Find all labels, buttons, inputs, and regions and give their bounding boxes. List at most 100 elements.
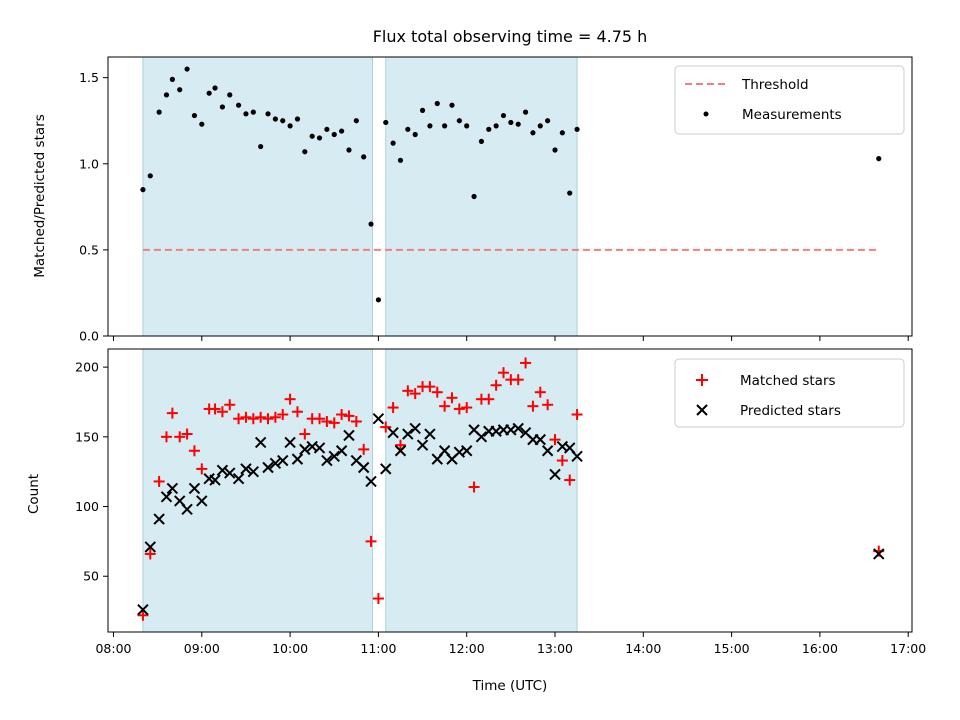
matched-star-point bbox=[144, 548, 156, 560]
x-tick-label: 10:00 bbox=[272, 641, 308, 656]
predicted-star-point bbox=[299, 443, 311, 456]
top-y-axis-label: Matched/Predicted stars bbox=[32, 114, 48, 277]
matched-star-point bbox=[497, 367, 509, 379]
predicted-star-point bbox=[365, 475, 377, 488]
bottom-legend-box bbox=[674, 358, 905, 428]
matched-star-point bbox=[209, 403, 221, 415]
predicted-star-point bbox=[534, 433, 546, 446]
measurement-point bbox=[156, 109, 162, 115]
matched-star-point bbox=[284, 393, 296, 405]
predicted-star-point bbox=[335, 445, 348, 457]
threshold-legend-label: Threshold bbox=[741, 77, 809, 93]
predicted-stars-series bbox=[137, 412, 885, 616]
predicted-star-point bbox=[541, 445, 554, 457]
top-y-tick-label: 0.0 bbox=[79, 329, 99, 344]
matched-star-point bbox=[299, 428, 311, 440]
predicted-star-point bbox=[291, 453, 304, 465]
predicted-star-point bbox=[394, 445, 407, 457]
measurement-point bbox=[478, 138, 485, 144]
top-y-tick-label: 1.0 bbox=[79, 156, 99, 171]
measurement-point bbox=[243, 111, 249, 117]
measurement-point bbox=[412, 131, 418, 138]
measurement-point bbox=[383, 119, 389, 126]
predicted-star-point bbox=[254, 436, 267, 449]
matched-star-point bbox=[233, 413, 245, 425]
x-tick-label: 09:00 bbox=[184, 641, 220, 656]
measurement-point bbox=[280, 118, 286, 124]
predicted-star-point bbox=[549, 468, 561, 481]
matched-star-point bbox=[520, 357, 532, 369]
predicted-star-point bbox=[247, 465, 260, 478]
x-tick-label: 15:00 bbox=[714, 641, 750, 656]
measurement-point bbox=[574, 126, 580, 132]
matched-star-point bbox=[409, 388, 421, 400]
predicted-star-point bbox=[460, 445, 473, 457]
measurement-point bbox=[177, 87, 183, 93]
predicted-star-point bbox=[409, 422, 421, 435]
predicted-star-point bbox=[216, 464, 229, 476]
x-tick-label: 17:00 bbox=[890, 641, 926, 656]
predicted-star-point bbox=[160, 491, 173, 503]
predicted-star-point bbox=[321, 454, 333, 467]
top-axes-frame bbox=[107, 56, 913, 337]
matched-star-point bbox=[527, 400, 539, 412]
measurement-point bbox=[163, 92, 170, 98]
matched-star-point bbox=[556, 455, 568, 467]
measurement-point bbox=[545, 118, 551, 124]
predicted-star-point bbox=[209, 474, 221, 486]
measurement-point bbox=[486, 126, 492, 132]
matched-star-point bbox=[328, 417, 340, 429]
predicted-star-point bbox=[144, 541, 156, 553]
matched-star-point bbox=[372, 593, 384, 605]
measurement-point bbox=[419, 107, 426, 113]
measurement-point bbox=[375, 297, 381, 303]
matched-star-point bbox=[453, 403, 465, 415]
measurement-point bbox=[537, 123, 543, 129]
matched-star-point bbox=[358, 443, 370, 455]
matched-star-point bbox=[160, 431, 172, 443]
measurement-point bbox=[302, 149, 308, 155]
matched-star-point bbox=[343, 410, 355, 422]
measurement-point bbox=[353, 118, 359, 124]
predicted-star-point bbox=[232, 472, 245, 485]
matched-star-point bbox=[314, 413, 326, 425]
matched-star-point bbox=[564, 474, 576, 486]
top-y-ticks: 0.0 0.5 1.0 1.5 bbox=[79, 70, 108, 344]
predicted-star-point bbox=[181, 503, 193, 516]
x-axis-label: Time (UTC) bbox=[472, 678, 548, 694]
predicted-star-point bbox=[372, 412, 385, 425]
bottom-y-tick-label: 150 bbox=[75, 429, 99, 444]
measurement-point bbox=[449, 102, 455, 108]
measurement-point bbox=[191, 112, 198, 119]
measurement-point bbox=[361, 154, 367, 160]
matched-star-point bbox=[365, 535, 377, 547]
matched-star-point bbox=[468, 481, 480, 493]
predicted-star-point bbox=[196, 495, 208, 507]
measurement-point bbox=[493, 123, 499, 129]
measurement-point bbox=[508, 119, 514, 126]
measurement-point bbox=[250, 109, 256, 115]
predicted-star-point bbox=[475, 431, 488, 443]
top-y-tick-label: 1.5 bbox=[79, 70, 99, 85]
predicted-star-point bbox=[571, 450, 583, 463]
measurement-point bbox=[515, 121, 521, 127]
predicted-star-point bbox=[240, 463, 252, 475]
predicted-star-point bbox=[343, 429, 355, 442]
matched-star-point bbox=[247, 413, 259, 425]
predicted-star-point bbox=[262, 461, 274, 474]
measurement-point bbox=[567, 190, 573, 196]
measurement-point bbox=[427, 123, 433, 129]
measurement-point bbox=[265, 111, 271, 117]
matched-star-point bbox=[439, 400, 451, 412]
matched-star-point bbox=[483, 393, 495, 405]
matched-star-point bbox=[549, 434, 561, 446]
matched-star-point bbox=[321, 415, 333, 427]
measurement-point bbox=[390, 140, 396, 146]
matched-star-point bbox=[387, 402, 399, 414]
measurement-point bbox=[522, 109, 529, 115]
measurement-point bbox=[258, 143, 264, 150]
predicted-star-point bbox=[277, 454, 289, 467]
matched-star-point bbox=[174, 431, 186, 443]
measurement-point bbox=[309, 133, 315, 139]
predicted-star-point bbox=[873, 548, 885, 560]
